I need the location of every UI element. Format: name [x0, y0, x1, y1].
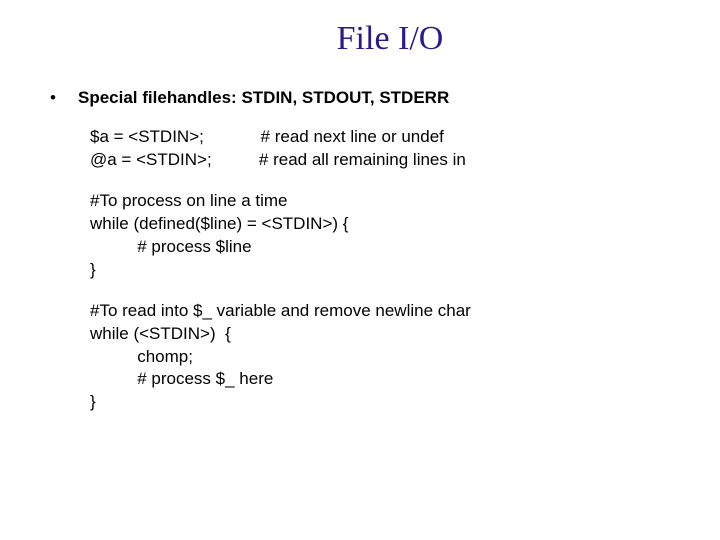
heading-text: Special filehandles: STDIN, STDOUT, STDE…	[78, 88, 449, 108]
code-block-1: $a = <STDIN>; # read next line or undef …	[90, 126, 680, 172]
code-block-2: #To process on line a time while (define…	[90, 190, 680, 282]
bullet-glyph: •	[50, 88, 78, 108]
slide-title: File I/O	[100, 20, 680, 58]
slide-container: File I/O • Special filehandles: STDIN, S…	[0, 0, 720, 540]
slide-content: • Special filehandles: STDIN, STDOUT, ST…	[40, 88, 680, 414]
bullet-item: • Special filehandles: STDIN, STDOUT, ST…	[50, 88, 680, 108]
code-block-3: #To read into $_ variable and remove new…	[90, 300, 680, 415]
